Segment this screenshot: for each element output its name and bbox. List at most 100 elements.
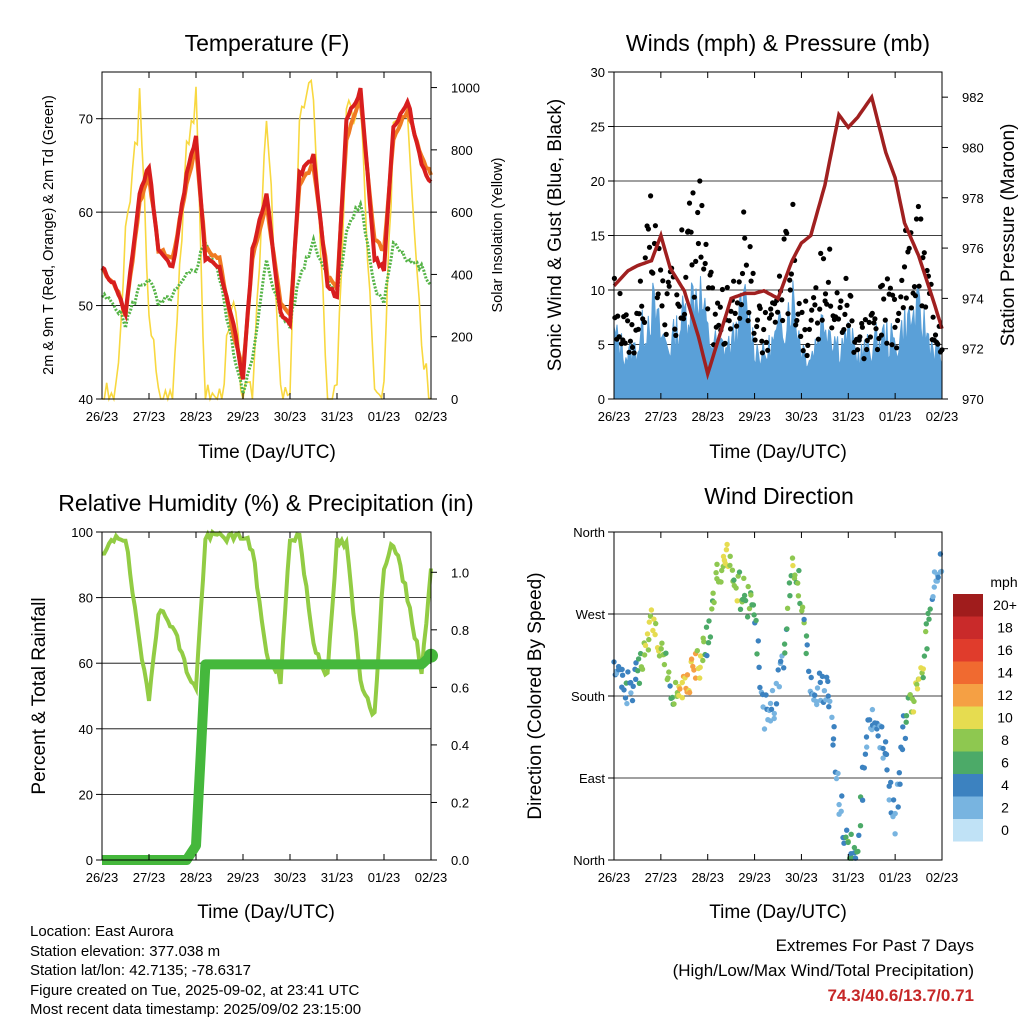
direction-point <box>665 675 671 681</box>
direction-point <box>733 585 739 591</box>
direction-point <box>750 602 757 608</box>
direction-point <box>784 605 791 611</box>
gust-point <box>878 332 885 338</box>
gust-point <box>805 342 811 348</box>
gust-point <box>900 305 906 311</box>
humidity-xtick-label: 02/23 <box>415 870 448 885</box>
gust-point <box>800 348 806 354</box>
gust-point <box>691 294 697 300</box>
gust-point <box>891 296 898 302</box>
winds-ytick-label-right: 978 <box>962 191 984 206</box>
gust-point <box>686 200 693 206</box>
gust-point <box>827 246 833 252</box>
direction-point <box>706 618 712 624</box>
direction-point <box>625 669 631 675</box>
gust-point <box>884 340 890 346</box>
winds-ytick-label-right: 976 <box>962 241 984 256</box>
direction-point <box>745 583 751 590</box>
direction-series <box>611 541 945 861</box>
gust-point <box>650 270 656 276</box>
humidity-xtick-label: 26/23 <box>86 870 119 885</box>
direction-point <box>830 736 837 742</box>
direction-point <box>771 715 777 722</box>
gust-point <box>818 250 824 256</box>
gust-point <box>701 266 707 272</box>
direction-point <box>808 674 814 681</box>
direction-point <box>925 610 931 617</box>
direction-point <box>814 701 820 708</box>
gust-point <box>680 316 687 322</box>
direction-point <box>861 765 867 771</box>
direction-point <box>803 650 809 657</box>
temperature-ylabel-left: 2m & 9m T (Red, Orange) & 2m Td (Green) <box>41 95 57 375</box>
direction-point <box>713 570 719 576</box>
gust-point <box>724 284 730 291</box>
gust-point <box>920 255 926 261</box>
winds-xtick-label: 30/23 <box>785 409 818 424</box>
winds-ytick-label: 30 <box>591 65 605 80</box>
gust-point <box>906 245 912 251</box>
gust-point <box>695 240 702 247</box>
gust-point <box>754 317 761 323</box>
gust-point <box>804 352 810 359</box>
gust-point <box>709 285 716 291</box>
direction-point <box>621 687 627 693</box>
gust-point <box>871 320 877 326</box>
gust-point <box>835 316 842 322</box>
direction-point <box>697 664 703 670</box>
station-info: Location: East Aurora Station elevation:… <box>30 922 361 1020</box>
winds-title: Winds (mph) & Pressure (mb) <box>626 30 930 56</box>
gust-point <box>787 277 793 283</box>
winds-ytick-label-right: 980 <box>962 140 984 155</box>
dewpoint-line <box>100 199 432 394</box>
temperature-ytick-label: 40 <box>79 392 93 407</box>
colorbar-label: 16 <box>997 642 1013 658</box>
station-latlon: Station lat/lon: 42.7135; -78.6317 <box>30 962 252 980</box>
temperature-xtick-label: 26/23 <box>86 409 119 424</box>
temperature-ytick-label: 50 <box>79 299 93 314</box>
direction-xtick-label: 30/23 <box>785 870 818 885</box>
direction-point <box>686 689 693 696</box>
gust-point <box>698 254 704 260</box>
gust-point <box>872 316 878 322</box>
direction-xtick-label: 27/23 <box>645 870 678 885</box>
gust-point <box>861 356 867 362</box>
direction-point <box>886 797 892 803</box>
humidity-frame <box>101 531 432 861</box>
gust-point <box>834 290 840 296</box>
figure-created: Figure created on Tue, 2025-09-02, at 23… <box>30 981 360 999</box>
direction-point <box>787 593 793 599</box>
humidity-ytick-label-right: 1.0 <box>451 565 469 580</box>
direction-point <box>653 620 659 627</box>
direction-point <box>864 744 870 750</box>
direction-point <box>709 606 715 612</box>
direction-point <box>897 781 903 787</box>
gust-point <box>845 322 852 329</box>
direction-point <box>741 592 748 599</box>
gust-point <box>741 209 747 215</box>
direction-point <box>795 580 801 586</box>
gust-point <box>716 322 722 328</box>
gust-point <box>739 270 746 277</box>
direction-ytick-label: North <box>573 853 605 868</box>
temperature-ytick-label-right: 1000 <box>451 81 480 96</box>
gust-point <box>781 236 787 242</box>
humidity-xtick-label: 31/23 <box>321 870 354 885</box>
gust-point <box>768 306 774 312</box>
humidity-xtick-label: 27/23 <box>133 870 166 885</box>
humidity-ytick-label: 100 <box>71 525 93 540</box>
colorbar-swatch <box>953 774 983 797</box>
direction-point <box>786 580 793 586</box>
gust-point <box>775 309 781 315</box>
direction-point <box>863 734 870 740</box>
direction-point <box>781 665 787 671</box>
direction-point <box>697 675 703 681</box>
direction-point <box>753 617 759 624</box>
colorbar-swatch <box>953 751 983 774</box>
direction-point <box>646 619 652 625</box>
winds-ytick-label: 0 <box>598 392 605 407</box>
direction-point <box>826 704 832 710</box>
direction-point <box>827 698 833 704</box>
gust-point <box>887 285 894 291</box>
temperature-title: Temperature (F) <box>185 30 350 56</box>
